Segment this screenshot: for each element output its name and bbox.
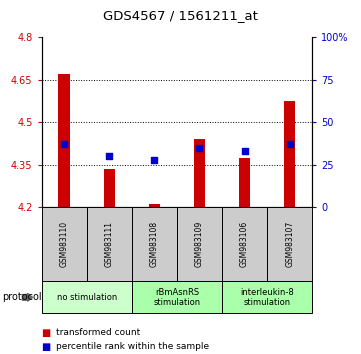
- Text: ■: ■: [42, 328, 51, 338]
- Text: GDS4567 / 1561211_at: GDS4567 / 1561211_at: [103, 9, 258, 22]
- Point: [287, 141, 292, 147]
- Bar: [194, 139, 205, 207]
- Point: [106, 153, 112, 159]
- Text: interleukin-8
stimulation: interleukin-8 stimulation: [240, 288, 294, 307]
- Text: GSM983107: GSM983107: [285, 221, 294, 267]
- Text: rBmAsnRS
stimulation: rBmAsnRS stimulation: [153, 288, 200, 307]
- Bar: [239, 158, 250, 207]
- Text: GSM983109: GSM983109: [195, 221, 204, 267]
- Text: percentile rank within the sample: percentile rank within the sample: [56, 342, 209, 352]
- Bar: [58, 74, 70, 207]
- Point: [196, 145, 202, 150]
- Text: transformed count: transformed count: [56, 328, 140, 337]
- Bar: [149, 204, 160, 207]
- Text: ■: ■: [42, 342, 51, 352]
- Text: protocol: protocol: [2, 292, 42, 302]
- Text: GSM983106: GSM983106: [240, 221, 249, 267]
- Point: [61, 141, 67, 147]
- Text: GSM983110: GSM983110: [60, 221, 69, 267]
- Point: [151, 157, 157, 162]
- Text: no stimulation: no stimulation: [57, 293, 117, 302]
- Bar: [284, 101, 295, 207]
- Point: [242, 148, 248, 154]
- Text: GSM983108: GSM983108: [150, 221, 159, 267]
- Text: GSM983111: GSM983111: [105, 221, 114, 267]
- Bar: [104, 169, 115, 207]
